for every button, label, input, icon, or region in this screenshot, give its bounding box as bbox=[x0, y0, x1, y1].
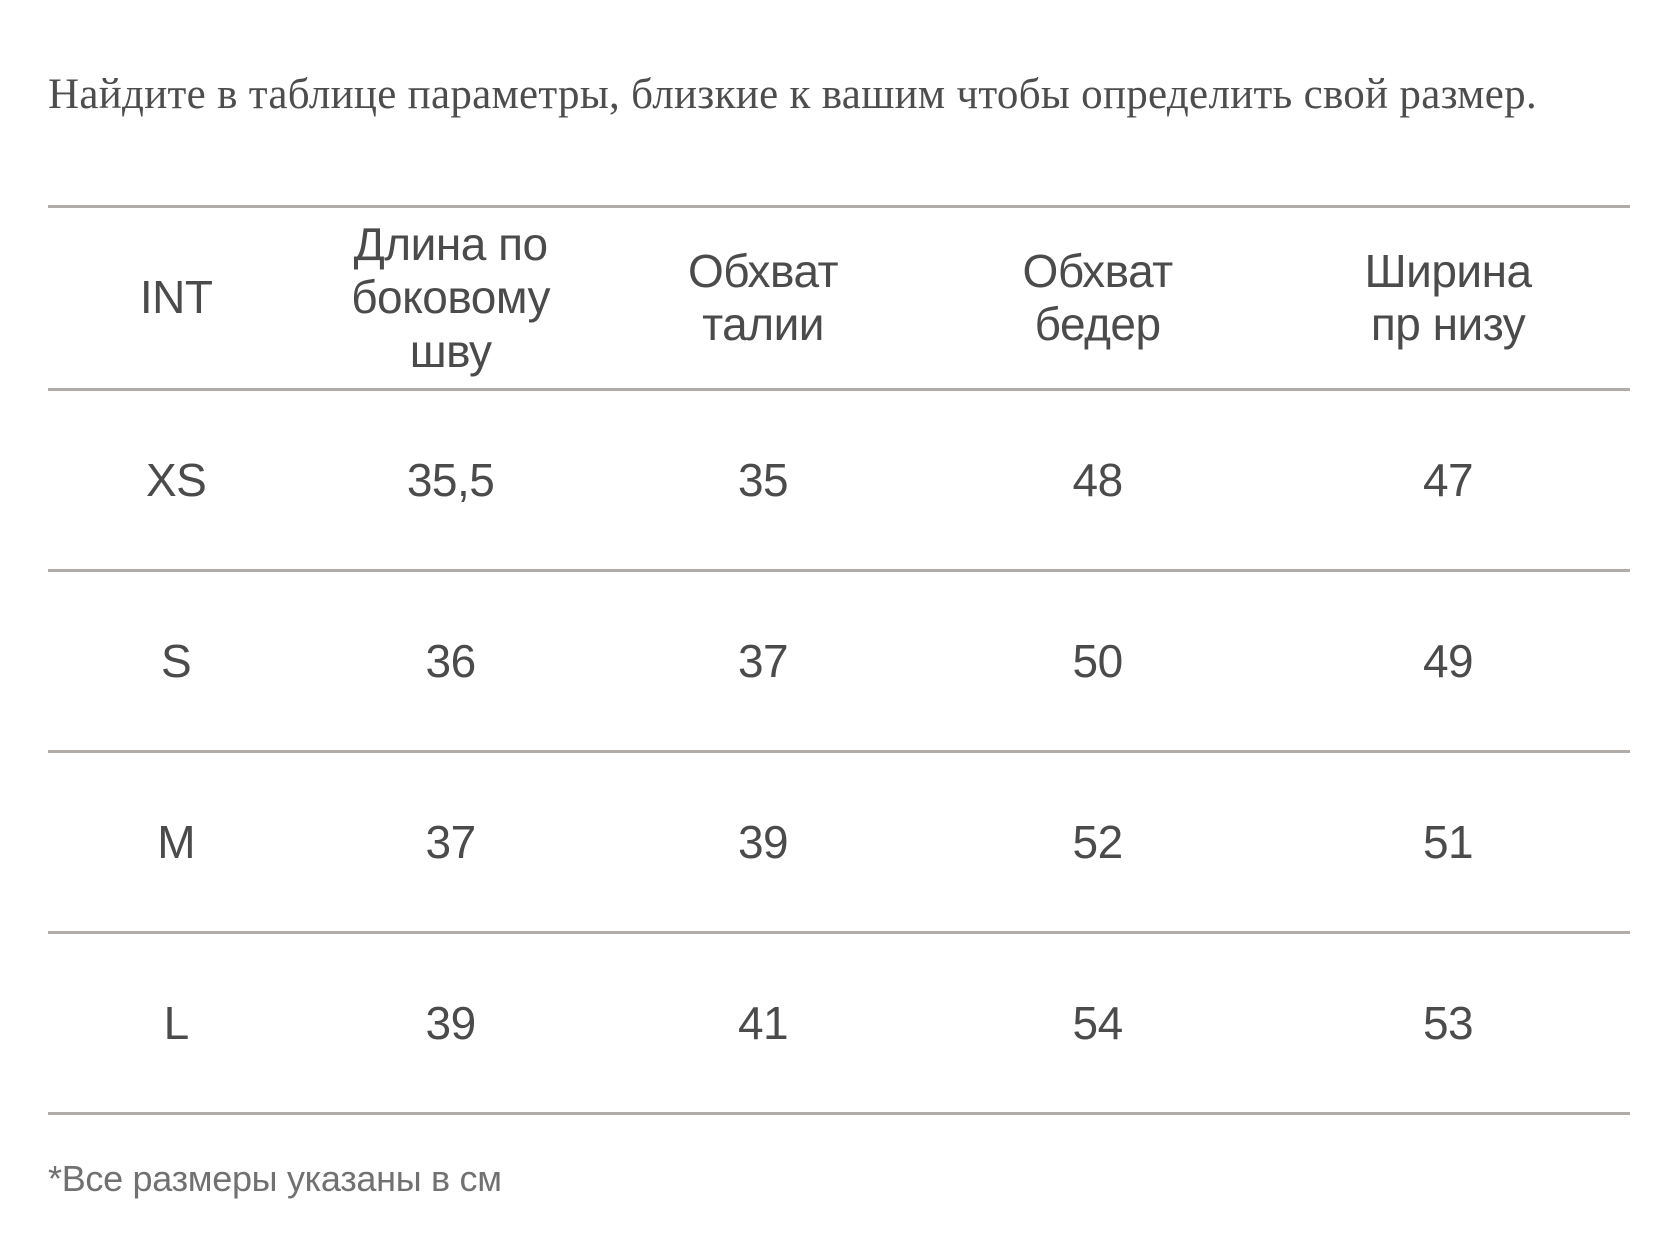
value-cell: 35 bbox=[737, 454, 789, 506]
table-row-l: L 39 41 54 53 bbox=[48, 933, 1630, 1114]
value-cell: 37 bbox=[425, 816, 477, 868]
size-cell: S bbox=[161, 635, 192, 687]
size-cell: M bbox=[157, 816, 196, 868]
column-header-side-length: Длина по боковому шву bbox=[351, 217, 551, 377]
value-cell: 50 bbox=[1072, 635, 1124, 687]
value-cell: 53 bbox=[1422, 997, 1474, 1049]
value-cell: 36 bbox=[425, 635, 477, 687]
column-header-hips: Обхват бедер bbox=[1022, 244, 1174, 350]
table-row-xs: XS 35,5 35 48 47 bbox=[48, 390, 1630, 571]
table-row-m: M 37 39 52 51 bbox=[48, 752, 1630, 933]
value-cell: 41 bbox=[737, 997, 789, 1049]
column-header-waist: Обхват талии bbox=[687, 244, 839, 350]
page-title: Найдите в таблице параметры, близкие к в… bbox=[48, 71, 1538, 118]
value-cell: 54 bbox=[1072, 997, 1124, 1049]
units-footnote: *Все размеры указаны в см bbox=[48, 1158, 502, 1199]
value-cell: 52 bbox=[1072, 816, 1124, 868]
value-cell: 35,5 bbox=[406, 454, 495, 506]
value-cell: 51 bbox=[1422, 816, 1474, 868]
column-header-int: INT bbox=[139, 271, 213, 324]
size-cell: L bbox=[163, 997, 190, 1049]
table-row-s: S 36 37 50 49 bbox=[48, 571, 1630, 752]
value-cell: 48 bbox=[1072, 454, 1124, 506]
value-cell: 47 bbox=[1422, 454, 1474, 506]
value-cell: 49 bbox=[1422, 635, 1474, 687]
value-cell: 39 bbox=[737, 816, 789, 868]
size-cell: XS bbox=[145, 454, 207, 506]
column-header-bottom-width: Ширина пр низу bbox=[1364, 244, 1532, 350]
value-cell: 37 bbox=[737, 635, 789, 687]
size-chart-table: INT Длина по боковому шву Обхват талии О… bbox=[48, 205, 1630, 1115]
value-cell: 39 bbox=[425, 997, 477, 1049]
table-header-row: INT Длина по боковому шву Обхват талии О… bbox=[48, 206, 1630, 390]
